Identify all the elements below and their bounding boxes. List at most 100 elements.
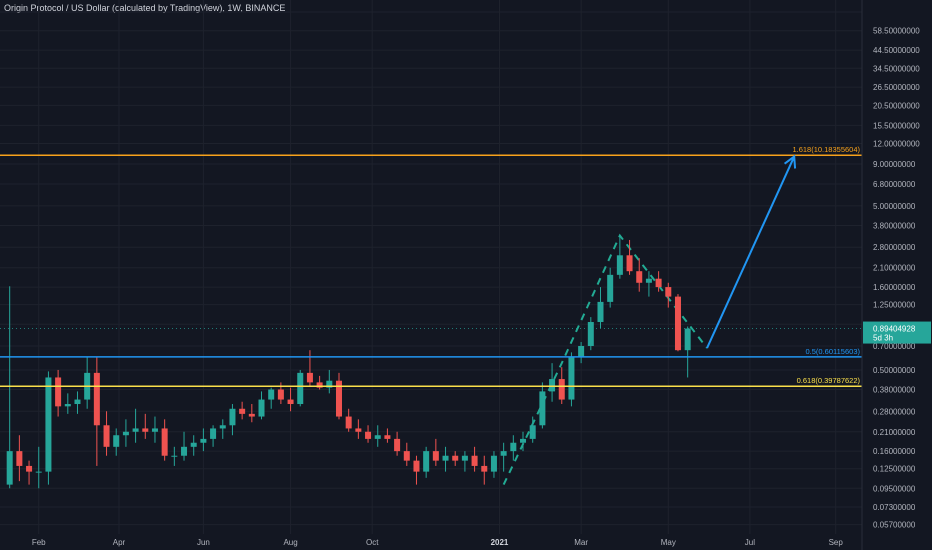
candle-body — [306, 372, 313, 383]
candle-body — [248, 413, 255, 417]
candle-body — [403, 451, 410, 461]
time-tick-label: Sep — [829, 538, 844, 547]
candle-body — [16, 451, 23, 466]
price-tick-label: 0.09500000 — [873, 484, 916, 493]
time-tick-label: Feb — [32, 538, 46, 547]
candle-body — [423, 451, 430, 472]
candle-body — [461, 455, 468, 461]
candle-body — [113, 435, 120, 447]
candle-body — [568, 356, 575, 400]
price-tick-label: 2.10000000 — [873, 264, 916, 273]
fib-level-label: 1.618(10.18355604) — [792, 145, 860, 154]
bar-countdown-label: 5d 3h — [873, 334, 893, 343]
candle-body — [645, 278, 652, 283]
time-tick-label: Mar — [574, 538, 588, 547]
candle-body — [413, 460, 420, 472]
candle-body — [297, 372, 304, 405]
candle-body — [190, 442, 197, 447]
fib-level-label: 0.618(0.39787622) — [797, 376, 861, 385]
candle-body — [200, 438, 207, 443]
candle-body — [374, 435, 381, 439]
candle-body — [520, 438, 527, 443]
candle-body — [500, 451, 507, 456]
candle-body — [161, 428, 168, 456]
fib-levels[interactable]: 1.618(10.18355604) 0.5(0.60115603) 0.618(0… — [0, 145, 862, 387]
candle-body — [345, 416, 352, 429]
candle-body — [64, 404, 71, 407]
price-tick-label: 9.00000000 — [873, 160, 916, 169]
projection-arrow[interactable] — [706, 154, 797, 349]
candle-body — [684, 328, 691, 351]
price-tick-label: 0.12500000 — [873, 465, 916, 474]
candle-body — [365, 431, 372, 439]
price-tick-label: 34.50000000 — [873, 64, 920, 73]
time-axis[interactable]: Feb Apr Jun Aug Oct 2021 Mar May Jul Sep — [32, 538, 844, 547]
fib-level-label: 0.5(0.60115603) — [806, 347, 861, 356]
candle-body — [510, 442, 517, 452]
pattern-dashes — [502, 233, 708, 486]
candle-body — [384, 435, 391, 439]
candle-body — [316, 382, 323, 388]
time-tick-label: Jun — [197, 538, 210, 547]
candle-body — [587, 322, 594, 346]
candle-body — [268, 389, 275, 400]
last-price-label: 0.89404928 — [873, 325, 916, 334]
price-tick-label: 1.60000000 — [873, 283, 916, 292]
candle-body — [655, 278, 662, 288]
candle-body — [529, 425, 536, 439]
candle-body — [6, 451, 13, 485]
candle-body — [394, 438, 401, 452]
price-tick-label: 44.50000000 — [873, 46, 920, 55]
candle-body — [326, 380, 333, 388]
price-tick-label: 0.28000000 — [873, 407, 916, 416]
candle-body — [335, 380, 342, 417]
candle-body — [578, 345, 585, 357]
price-tick-label: 0.05700000 — [873, 521, 916, 530]
candle-body — [539, 391, 546, 426]
candle-body — [26, 465, 33, 472]
candle-body — [607, 274, 614, 302]
grid — [0, 0, 862, 534]
candle-body — [122, 431, 129, 436]
price-tick-label: 1.25000000 — [873, 301, 916, 310]
candle-body — [558, 379, 565, 400]
last-price-tag — [863, 321, 931, 344]
candle-body — [626, 255, 633, 272]
candle-body — [481, 465, 488, 472]
price-tick-label: 2.80000000 — [873, 243, 916, 252]
price-tick-label: 15.50000000 — [873, 121, 920, 130]
candle-body — [471, 455, 478, 466]
projection-arrow-head — [784, 154, 797, 169]
candle-body — [597, 301, 604, 323]
candle-body — [239, 408, 246, 414]
candle-body — [442, 455, 449, 461]
candle-body — [490, 455, 497, 472]
candle-body — [258, 399, 265, 417]
time-tick-label: Oct — [366, 538, 379, 547]
candle-body — [171, 455, 178, 457]
candle-body — [103, 425, 110, 447]
projection-arrow-line — [706, 156, 796, 349]
time-tick-label: Apr — [113, 538, 126, 547]
time-tick-label: Aug — [283, 538, 297, 547]
price-axis[interactable]: 58.50000000 44.50000000 34.50000000 26.5000… — [861, 0, 931, 550]
chart-title: Origin Protocol / US Dollar (calculated … — [4, 3, 286, 13]
price-tick-label: 20.50000000 — [873, 101, 920, 110]
candle-body — [636, 271, 643, 283]
candle-body — [35, 471, 42, 473]
candle-body — [151, 428, 158, 432]
time-tick-label: May — [661, 538, 676, 547]
candle-body — [674, 296, 681, 351]
price-tick-label: 26.50000000 — [873, 83, 920, 92]
price-tick-label: 0.38000000 — [873, 386, 916, 395]
price-tick-label: 0.07300000 — [873, 503, 916, 512]
candle-body — [549, 379, 556, 392]
candle-body — [432, 451, 439, 461]
price-tick-label: 0.50000000 — [873, 366, 916, 375]
price-tick-label: 12.00000000 — [873, 140, 920, 149]
candle-body — [93, 372, 100, 426]
candle-body — [74, 399, 81, 405]
pattern-polyline — [502, 233, 708, 486]
candle-body — [452, 455, 459, 461]
